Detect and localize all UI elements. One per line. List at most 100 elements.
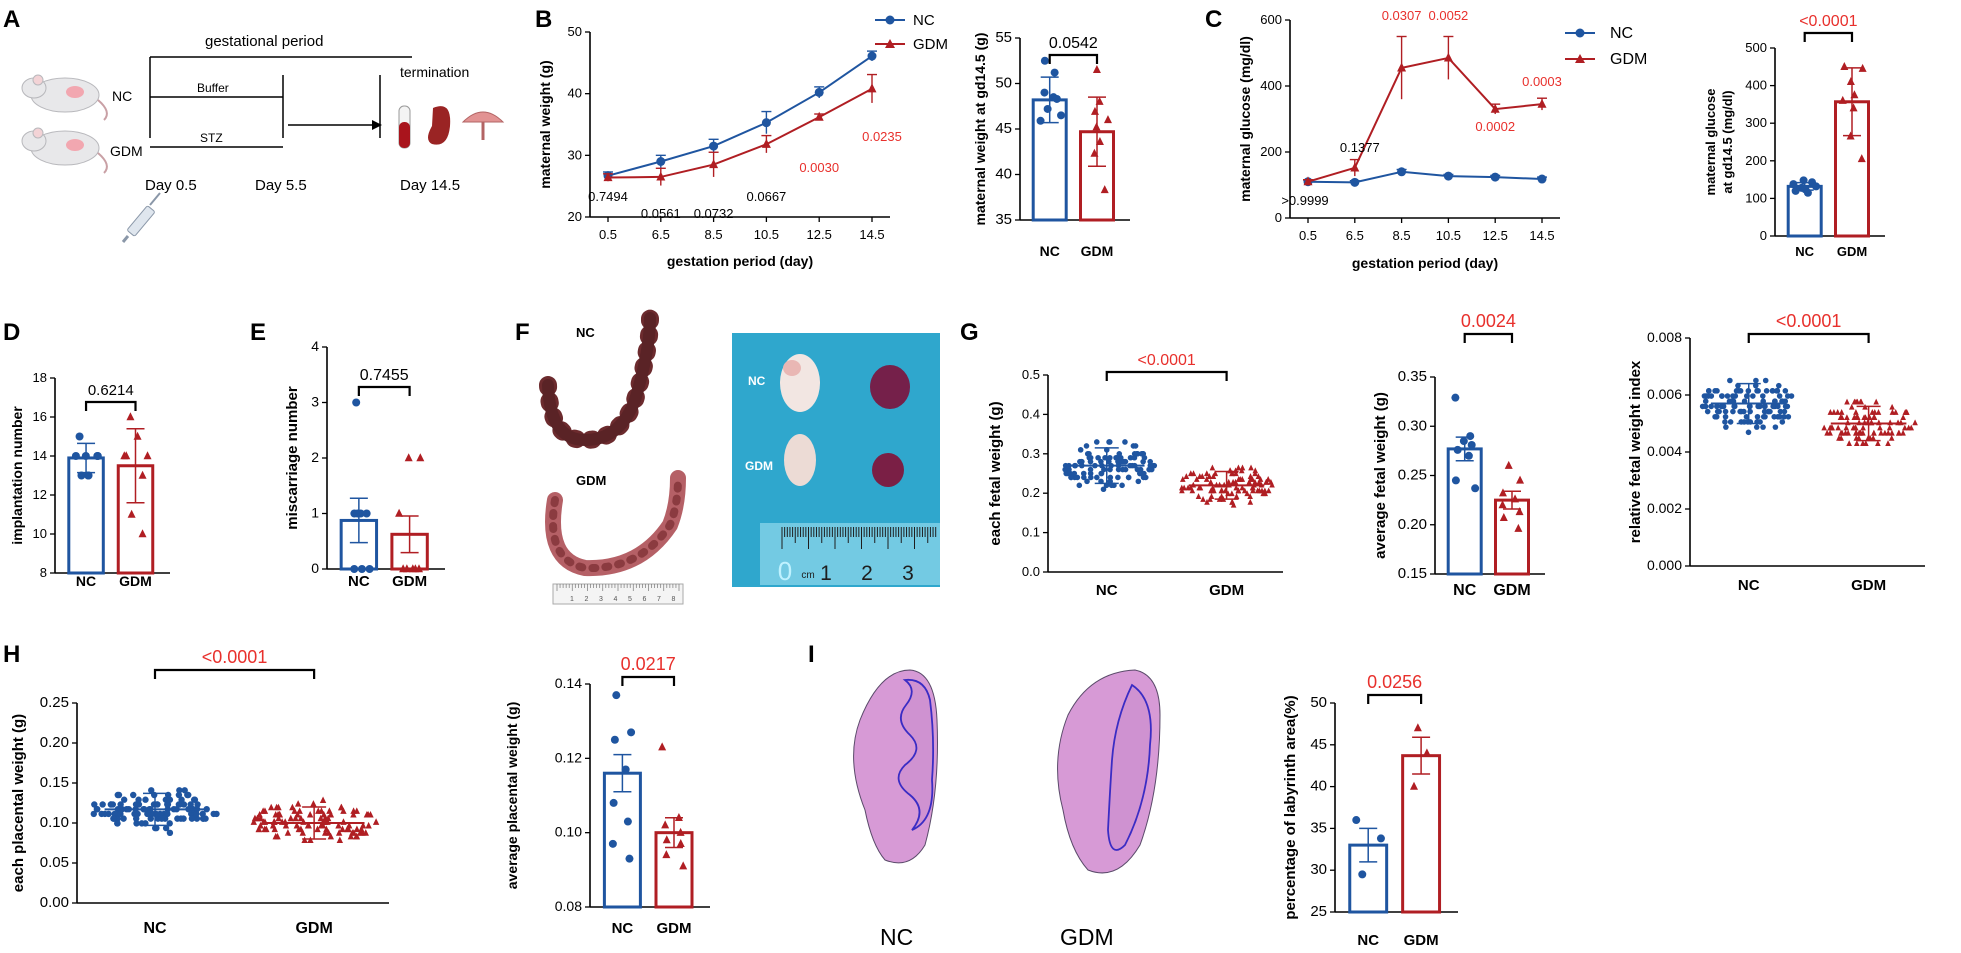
data-point-nc: [1782, 388, 1789, 394]
data-point-nc: [709, 141, 719, 151]
photo-fetus-gdm-label: GDM: [745, 459, 773, 473]
data-point-gdm: [1095, 96, 1104, 105]
data-point-gdm: [138, 470, 147, 479]
y-tick-label: 0.25: [40, 694, 69, 711]
data-point-nc: [1724, 393, 1731, 399]
significance-bracket: [357, 385, 411, 396]
data-point-gdm: [1498, 500, 1507, 509]
data-point-gdm: [1888, 434, 1895, 441]
data-point-nc: [177, 815, 185, 822]
y-axis-title: each fetal weight (g): [987, 401, 1004, 545]
data-point-nc: [1753, 377, 1759, 384]
series-line-gdm: [607, 87, 873, 179]
data-point-gdm: [250, 818, 257, 825]
placenta-nc-image: [870, 365, 910, 409]
data-point-gdm: [1350, 162, 1360, 172]
data-point-nc: [1753, 424, 1760, 430]
y-tick-label: 0.1: [1022, 525, 1040, 540]
data-point-nc: [608, 839, 617, 848]
data-point-gdm: [294, 800, 302, 807]
data-point-nc: [1094, 474, 1100, 481]
data-point-nc: [1772, 424, 1779, 430]
data-point-gdm: [1252, 470, 1258, 477]
y-tick-label: 0.002: [1647, 500, 1682, 516]
small-ruler-tick-label: 7: [657, 596, 661, 603]
y-tick-label: 0.000: [1647, 557, 1682, 573]
data-point-gdm: [1835, 424, 1841, 431]
data-point-nc: [84, 471, 93, 480]
y-tick-label: 0.2: [1022, 485, 1040, 500]
y-tick-label: 40: [568, 86, 582, 101]
data-point-nc: [120, 796, 128, 803]
small-ruler-tick-label: 4: [614, 596, 618, 603]
bar-gdm: [1079, 130, 1115, 222]
data-point-gdm: [1839, 414, 1845, 421]
data-point-gdm: [1844, 414, 1850, 421]
y-tick-label: 35: [1310, 819, 1327, 836]
significance-bracket: [1803, 31, 1854, 42]
data-point-nc: [623, 817, 632, 826]
x-category-label: NC: [348, 573, 370, 590]
cm-ruler-unit: cm: [801, 570, 814, 581]
significance-bracket: [84, 400, 137, 411]
data-point-nc: [101, 810, 109, 818]
data-point-gdm: [319, 796, 327, 804]
data-point-nc: [175, 791, 183, 799]
data-point-gdm: [138, 529, 147, 538]
data-point-gdm: [1827, 424, 1833, 431]
y-tick-label: 0.10: [555, 824, 582, 840]
data-point-gdm: [1260, 490, 1267, 497]
panel-letter-f: F: [515, 319, 530, 346]
data-point-gdm: [306, 811, 314, 818]
data-point-gdm: [275, 814, 282, 822]
data-point-gdm: [1848, 403, 1855, 410]
data-point-gdm: [362, 829, 369, 836]
data-point-gdm: [1856, 434, 1862, 441]
data-point-nc: [627, 728, 636, 737]
data-point-gdm: [1821, 424, 1827, 431]
data-point-nc: [1699, 403, 1706, 410]
data-point-nc: [1702, 398, 1709, 405]
bar-nc: [1446, 447, 1483, 576]
x-category-label: NC: [1795, 244, 1814, 259]
data-point-nc: [1074, 474, 1081, 481]
gestational-period-label: gestational period: [205, 33, 323, 50]
y-tick-label: 3: [311, 394, 319, 410]
data-point-nc: [1071, 470, 1078, 477]
p-value-label: 0.0003: [1522, 74, 1562, 89]
day-5-5-label: Day 5.5: [255, 177, 307, 194]
y-tick-label: 8: [40, 565, 47, 580]
data-point-gdm: [1827, 409, 1834, 415]
panel-letter-h: H: [3, 641, 20, 668]
data-point-gdm: [318, 821, 325, 829]
data-point-nc: [1131, 451, 1138, 457]
x-category-label: NC: [1738, 577, 1760, 594]
panel-letters: A B C D E F G H I: [3, 6, 1222, 668]
data-point-nc: [1087, 458, 1094, 465]
data-point-gdm: [1857, 154, 1866, 163]
y-tick-label: 0: [311, 560, 319, 576]
panel-i-histology: NC GDM: [853, 669, 1161, 950]
significance-bracket: [1367, 693, 1423, 704]
data-point-nc: [162, 824, 170, 832]
stz-label: STZ: [200, 131, 223, 145]
data-point-nc: [1799, 176, 1808, 185]
data-point-nc: [185, 791, 192, 799]
y-tick-label: 400: [1260, 78, 1282, 93]
data-point-gdm: [1889, 403, 1895, 410]
data-point-gdm: [1849, 103, 1858, 112]
data-point-gdm: [676, 839, 685, 848]
data-point-gdm: [1537, 98, 1547, 108]
data-point-gdm: [291, 807, 298, 814]
data-point-gdm: [350, 829, 357, 836]
data-point-nc: [91, 801, 98, 808]
y-tick-label: 1: [311, 505, 319, 521]
p-value-label: 0.0542: [1049, 35, 1098, 52]
legend-b-nc-label: NC: [913, 12, 935, 29]
x-category-label: GDM: [1209, 582, 1244, 599]
data-point-gdm: [282, 821, 290, 829]
data-point-nc: [1350, 177, 1360, 187]
data-point-gdm: [353, 807, 360, 814]
day-0-5-label: Day 0.5: [145, 177, 197, 194]
